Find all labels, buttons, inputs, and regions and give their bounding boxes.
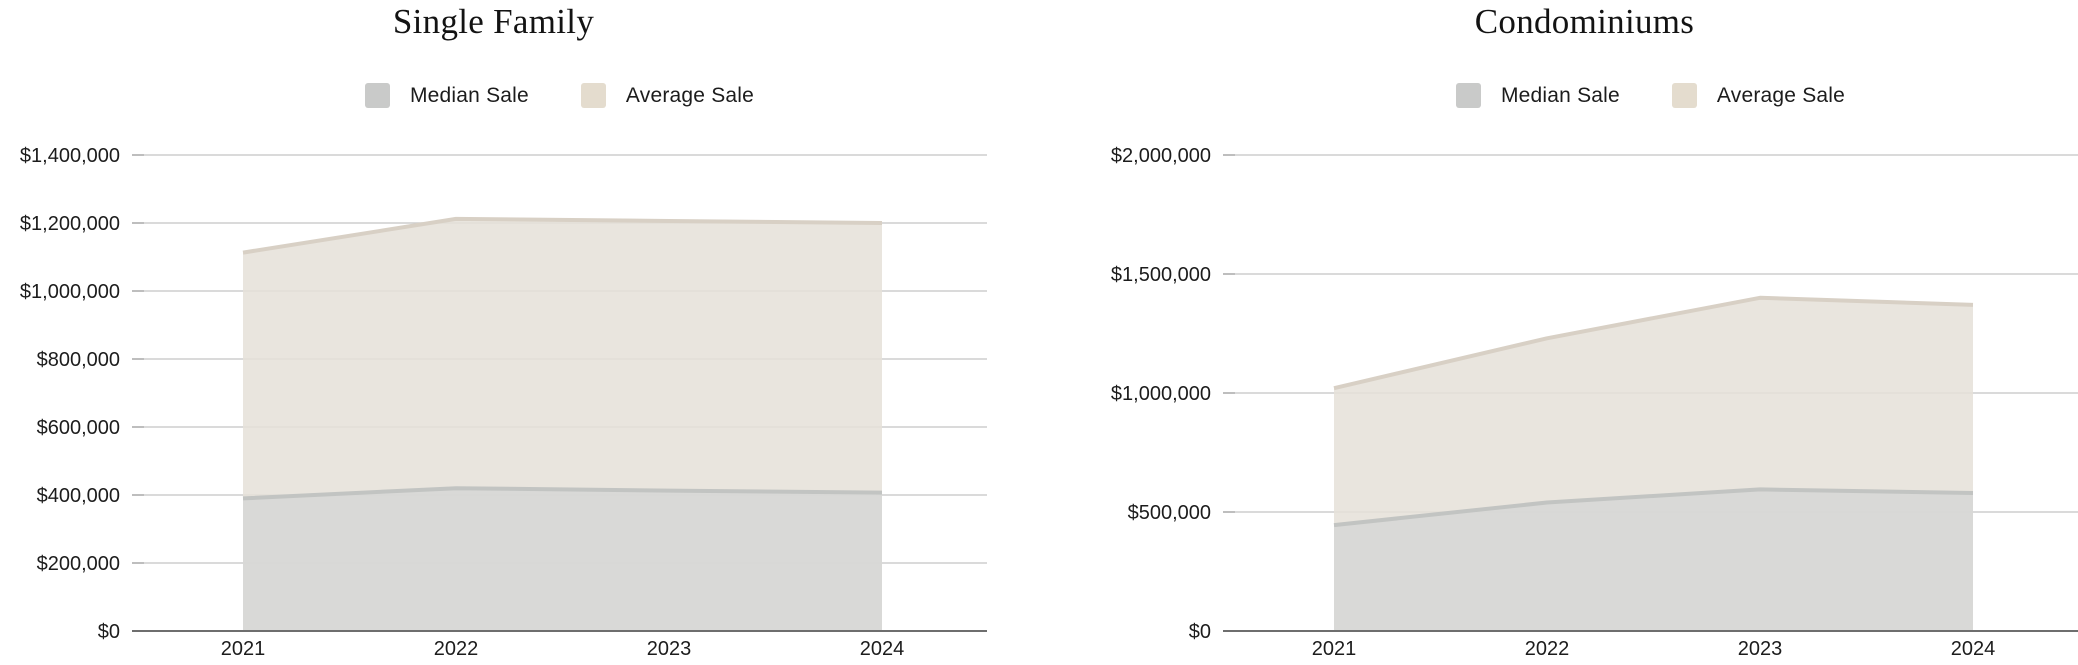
median-sale-line (1333, 487, 1974, 528)
average-sale-line (242, 216, 883, 255)
y-axis-label: $600,000 (37, 417, 120, 439)
legend-item-average-sale[interactable]: Average Sale (580, 83, 755, 108)
x-axis-label: 2022 (1525, 638, 1570, 660)
single-family-plot-area: $0 $200,000 $400,000 $600,000 $800,000 $1,000… (20, 145, 987, 660)
x-axis-label: 2021 (1312, 638, 1357, 660)
legend: Median Sale Average Sale (1223, 83, 2078, 108)
x-axis-label: 2024 (1951, 638, 1996, 660)
y-axis-label: $1,400,000 (20, 145, 120, 167)
median-sale-area (1334, 489, 1973, 631)
y-axis-label: $200,000 (37, 553, 120, 575)
y-axis-label: $1,200,000 (20, 213, 120, 235)
y-axis-label: $800,000 (37, 349, 120, 371)
y-axis-label: $2,000,000 (1111, 145, 1211, 167)
legend-label-average: Average Sale (1716, 83, 1846, 107)
y-axis-label: $500,000 (1128, 502, 1211, 524)
chart-title: Single Family (392, 2, 595, 41)
legend-swatch-average-icon (1671, 83, 1697, 108)
y-axis-label: $1,000,000 (20, 281, 120, 303)
x-axis-label: 2024 (860, 638, 905, 660)
x-axis-label: 2023 (1738, 638, 1783, 660)
x-axis-label: 2021 (221, 638, 266, 660)
x-axis-label: 2023 (647, 638, 692, 660)
median-sale-line (242, 486, 883, 501)
median-sale-area (243, 488, 882, 631)
average-sale-line (1333, 295, 1974, 391)
single-family-chart: Single Family Median Sale Average Sale $… (0, 0, 987, 665)
x-axis-label: 2022 (434, 638, 479, 660)
y-axis-label: $0 (98, 621, 120, 643)
legend-item-average-sale[interactable]: Average Sale (1671, 83, 1846, 108)
y-axis-label: $400,000 (37, 485, 120, 507)
legend-label-median: Median Sale (1500, 83, 1620, 107)
y-axis-label: $1,500,000 (1111, 264, 1211, 286)
legend-swatch-average-icon (580, 83, 606, 108)
legend-label-median: Median Sale (409, 83, 529, 107)
legend-item-median-sale[interactable]: Median Sale (364, 83, 529, 108)
y-axis-label: $1,000,000 (1111, 383, 1211, 405)
chart-title: Condominiums (1474, 2, 1695, 41)
legend-swatch-median-icon (364, 83, 390, 108)
legend-label-average: Average Sale (625, 83, 755, 107)
condominiums-chart: Condominiums Median Sale Average Sale $0… (1091, 0, 2078, 665)
condominiums-plot-area: $0 $500,000 $1,000,000 $1,500,000 $2,000,000… (1111, 145, 2078, 660)
y-axis-label: $0 (1189, 621, 1211, 643)
legend-swatch-median-icon (1455, 83, 1481, 108)
legend: Median Sale Average Sale (132, 83, 987, 108)
legend-item-median-sale[interactable]: Median Sale (1455, 83, 1620, 108)
